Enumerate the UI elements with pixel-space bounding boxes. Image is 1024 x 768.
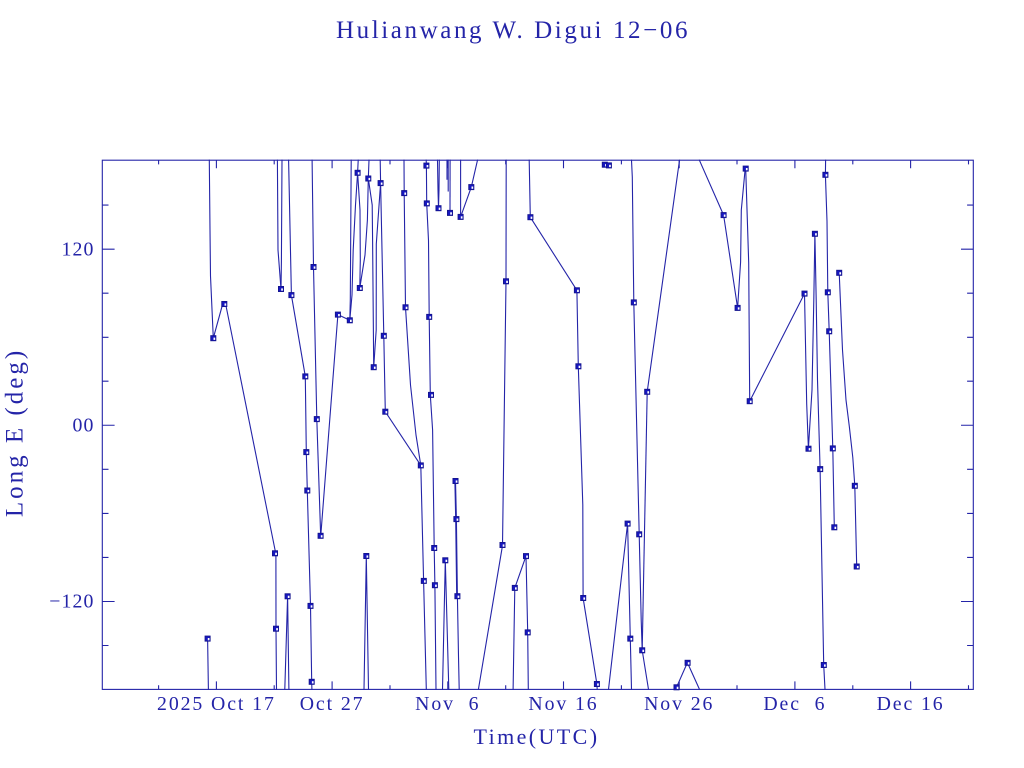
svg-text:Dec 16: Dec 16 xyxy=(877,693,945,715)
svg-text:Nov 16: Nov 16 xyxy=(528,693,598,715)
svg-text:Nov 6: Nov 6 xyxy=(415,693,480,715)
svg-text:Long E (deg): Long E (deg) xyxy=(2,348,29,517)
svg-text:120: 120 xyxy=(62,238,95,260)
svg-text:Time(UTC): Time(UTC) xyxy=(474,724,600,749)
svg-text:00: 00 xyxy=(73,414,95,436)
svg-text:Nov 26: Nov 26 xyxy=(644,693,714,715)
svg-text:Hulianwang W. Digui 12−06: Hulianwang W. Digui 12−06 xyxy=(336,17,690,44)
svg-text:2025 Oct 17: 2025 Oct 17 xyxy=(157,693,276,715)
svg-text:−120: −120 xyxy=(49,591,94,613)
svg-text:Oct 27: Oct 27 xyxy=(300,693,365,715)
svg-text:Dec 6: Dec 6 xyxy=(763,693,826,715)
